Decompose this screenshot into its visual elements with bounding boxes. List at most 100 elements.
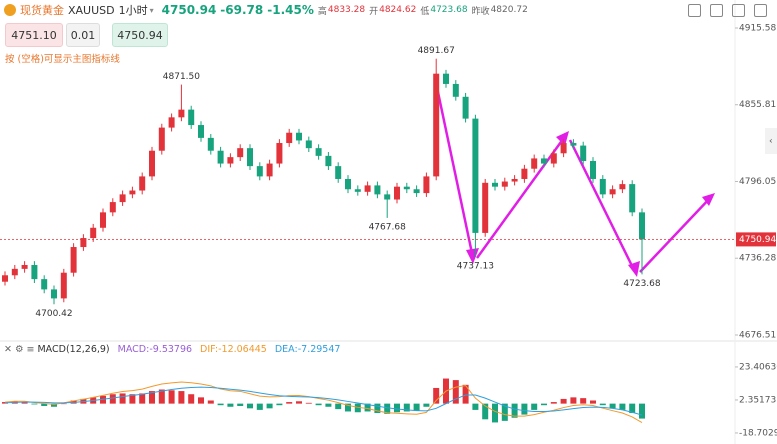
macd-bar bbox=[198, 397, 204, 404]
symbol-name: 现货黄金 bbox=[20, 4, 64, 17]
prev-close-label: 昨收 bbox=[471, 6, 490, 17]
last-price-label: 4750.94 bbox=[739, 235, 776, 245]
macd-bar bbox=[423, 403, 430, 407]
candle-body bbox=[492, 182, 498, 187]
period-dropdown[interactable]: ▾ bbox=[149, 5, 154, 15]
candle-body bbox=[256, 166, 263, 177]
candle-body bbox=[354, 189, 361, 192]
dif-line bbox=[4, 381, 643, 423]
y-tick-label: 4855.81 bbox=[739, 100, 776, 110]
macd-bar bbox=[433, 387, 440, 404]
candle-body bbox=[462, 96, 469, 119]
macd-bar bbox=[305, 402, 312, 404]
candle-body bbox=[139, 176, 146, 191]
macd-bar bbox=[374, 403, 381, 414]
candle-body bbox=[158, 127, 165, 151]
candle-body bbox=[207, 137, 214, 151]
ask-button[interactable]: 4751.10 bbox=[5, 23, 63, 47]
candle-body bbox=[31, 265, 38, 280]
y-tick-label: -18.70291 bbox=[739, 428, 777, 438]
candle-body bbox=[305, 140, 312, 149]
candle-body bbox=[590, 160, 596, 179]
candle-body bbox=[198, 125, 204, 138]
candle-body bbox=[345, 178, 351, 190]
macd-bar bbox=[139, 393, 146, 404]
macd-bar bbox=[109, 394, 116, 404]
candle-body bbox=[315, 148, 322, 156]
macd-bar bbox=[364, 403, 371, 412]
dea-line bbox=[4, 386, 643, 416]
candle-body bbox=[639, 212, 645, 240]
candle-body bbox=[384, 194, 391, 200]
extreme-label: 4737.13 bbox=[457, 262, 494, 272]
macd-label: MACD: bbox=[117, 344, 150, 355]
lot-input[interactable]: 0.01 bbox=[66, 23, 100, 47]
candle-body bbox=[599, 178, 606, 195]
candle-body bbox=[482, 182, 489, 233]
dea-value: -7.29547 bbox=[297, 344, 341, 355]
macd-bar bbox=[560, 398, 567, 404]
macd-bar bbox=[296, 401, 302, 404]
y-tick-label: 4796.05 bbox=[739, 177, 776, 187]
candle-body bbox=[80, 238, 87, 248]
macd-bar bbox=[51, 403, 57, 407]
candle-body bbox=[374, 185, 381, 195]
candle-body bbox=[541, 158, 547, 164]
y-tick-label: 4915.58 bbox=[739, 23, 776, 33]
candle-body bbox=[70, 247, 77, 273]
candle-body bbox=[90, 227, 97, 239]
bid-button[interactable]: 4750.94 bbox=[112, 23, 168, 47]
y-tick-label: 2.35173 bbox=[739, 395, 776, 405]
candle-body bbox=[60, 272, 67, 299]
candle-body bbox=[178, 109, 185, 118]
candle-body bbox=[11, 268, 18, 276]
macd-bar bbox=[629, 403, 636, 414]
side-tab[interactable] bbox=[765, 128, 777, 154]
candle-body bbox=[619, 184, 626, 190]
macd-bar bbox=[237, 403, 244, 406]
macd-bar bbox=[217, 403, 224, 406]
candle-body bbox=[100, 212, 106, 228]
toolbar bbox=[688, 4, 767, 17]
candle-body bbox=[501, 181, 508, 187]
candle-body bbox=[452, 83, 459, 97]
candle-body bbox=[276, 143, 283, 164]
hint-text: 按 (空格)可显示主图指标线 bbox=[5, 54, 120, 65]
tool-button[interactable] bbox=[732, 4, 745, 17]
macd-bar bbox=[286, 402, 293, 404]
extreme-label: 4723.68 bbox=[623, 279, 660, 289]
candle-body bbox=[266, 163, 273, 177]
legend-icons[interactable]: ✕ ⚙ ≡ bbox=[4, 344, 35, 355]
prev-close-value: 4820.72 bbox=[490, 5, 528, 15]
candle-body bbox=[423, 176, 430, 194]
candle-body bbox=[51, 289, 57, 299]
low-label: 低 bbox=[420, 6, 430, 17]
candle-body bbox=[41, 279, 48, 290]
period[interactable]: 1小时 bbox=[118, 4, 148, 17]
candle-body bbox=[119, 194, 126, 203]
candle-body bbox=[531, 158, 538, 169]
macd-bar bbox=[639, 403, 645, 419]
macd-bar bbox=[60, 403, 67, 405]
macd-bar bbox=[590, 400, 596, 404]
candle-body bbox=[570, 143, 577, 146]
macd-bar bbox=[384, 403, 391, 414]
candle-body bbox=[21, 265, 28, 269]
tool-button[interactable] bbox=[688, 4, 701, 17]
dif-value: -12.06445 bbox=[218, 344, 267, 355]
candle-body bbox=[227, 157, 234, 164]
change: -69.78 bbox=[220, 3, 264, 17]
tool-button[interactable] bbox=[754, 4, 767, 17]
candle-body bbox=[168, 117, 175, 128]
macd-bar bbox=[335, 403, 342, 410]
macd-value: -9.53796 bbox=[149, 344, 193, 355]
high-label: 高 bbox=[317, 6, 327, 17]
candle-body bbox=[286, 132, 293, 144]
side-tab-icon: ‹ bbox=[769, 137, 773, 147]
tool-button[interactable] bbox=[710, 4, 723, 17]
candle-body bbox=[247, 148, 253, 167]
y-tick-label: 4676.51 bbox=[739, 330, 776, 340]
macd-bar bbox=[188, 394, 195, 404]
macd-bar bbox=[325, 403, 332, 407]
